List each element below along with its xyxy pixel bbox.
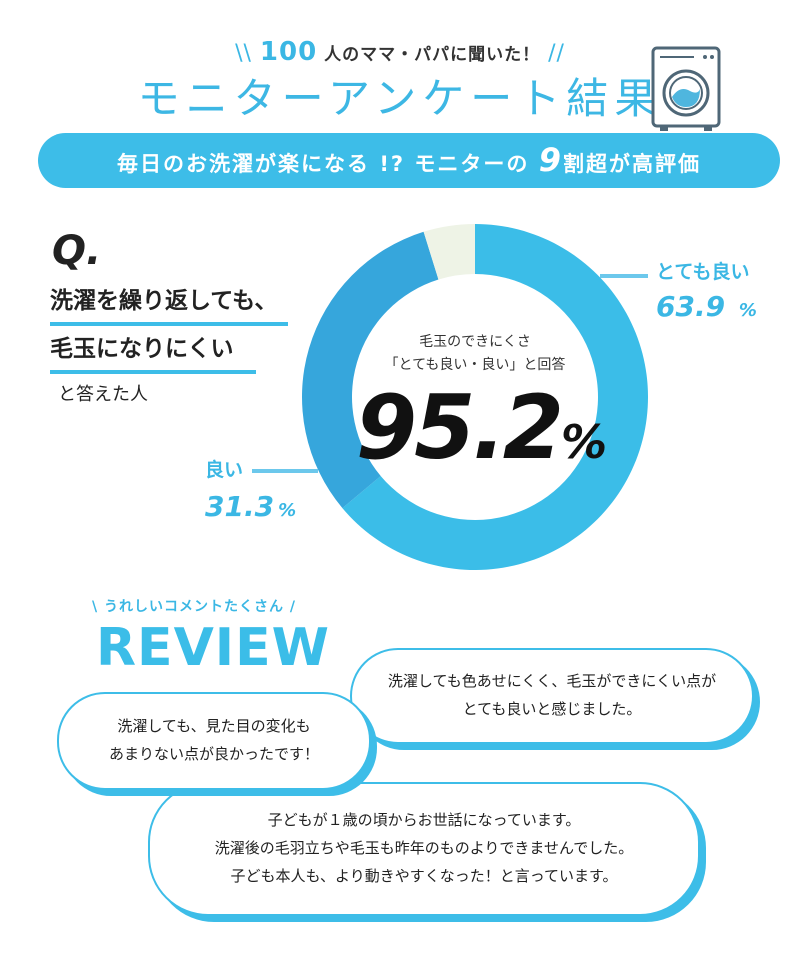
comment-line: とても良いと感じました。 (462, 700, 642, 718)
comment-line: あまりない点が良かったです！ (108, 745, 319, 763)
review-comment: 子どもが１歳の頃からお世話になっています。洗濯後の毛羽立ちや毛玉も昨年のものより… (148, 782, 700, 916)
center-total-value: 95.2% (320, 380, 640, 490)
respondent-count: 100 (259, 37, 318, 67)
question-line-1: 洗濯を繰り返しても、 (50, 286, 288, 326)
question-line-3: と答えた人 (58, 384, 148, 405)
comment-line: 洗濯しても色あせにくく、毛玉ができにくい点が (387, 672, 717, 691)
unit-text: % (738, 300, 757, 321)
review-title: REVIEW (96, 618, 331, 678)
banner-text: 毎日のお洗濯が楽になる !? モニターの (117, 152, 530, 176)
deco-slash: \\ (235, 41, 260, 66)
intro-text: 人のママ・パパに聞いた！ (324, 45, 541, 65)
donut-slice-1 (342, 224, 648, 570)
unit-text: % (278, 500, 297, 521)
review-comment: 洗濯しても色あせにくく、毛玉ができにくい点が とても良いと感じました。 (350, 648, 754, 744)
donut-chart (252, 224, 648, 570)
question-line-2: 毛玉になりにくい (50, 334, 256, 374)
review-subtitle: \ うれしいコメントたくさん / (92, 599, 296, 615)
total-number: 95.2 (355, 376, 564, 479)
comment-line: 洗濯後の毛羽立ちや毛玉も昨年のものよりできませんでした。 (214, 839, 634, 858)
page-title: モニターアンケート結果 (137, 74, 663, 123)
headline-banner: 毎日のお洗濯が楽になる !? モニターの 9割超が高評価 (38, 133, 780, 188)
value-text: 31.3 (205, 490, 275, 523)
slice-value-very-good: 63.9 % (656, 290, 757, 328)
review-comment: 洗濯しても、見た目の変化も あまりない点が良かったです！ (57, 692, 371, 790)
washing-machine-icon (651, 46, 721, 131)
donut-slice-2 (301, 231, 439, 509)
slice-label-very-good: とても良い (656, 261, 750, 283)
slice-value-good: 31.3% (205, 490, 296, 528)
comment-line: 洗濯しても、見た目の変化も (117, 717, 311, 736)
donut-slice-3 (423, 224, 475, 280)
survey-intro: \\ 100 人のママ・パパに聞いた！ // (0, 36, 800, 68)
question-mark: Q. (52, 228, 102, 274)
comment-line: 子ども本人も、より動きやすくなった！と言っています。 (230, 866, 618, 885)
value-text: 63.9 (656, 290, 726, 323)
slice-label-good: 良い (205, 459, 244, 481)
center-caption-1: 毛玉のできにくさ (419, 334, 531, 350)
center-caption-2: 「とても良い・良い」と回答 (384, 357, 566, 373)
banner-text-end: 割超が高評価 (562, 152, 701, 176)
comment-line: 子どもが１歳の頃からお世話になっています。 (267, 811, 581, 830)
total-unit: % (561, 415, 607, 469)
deco-slash: // (540, 41, 565, 66)
banner-number: 9 (538, 141, 563, 179)
